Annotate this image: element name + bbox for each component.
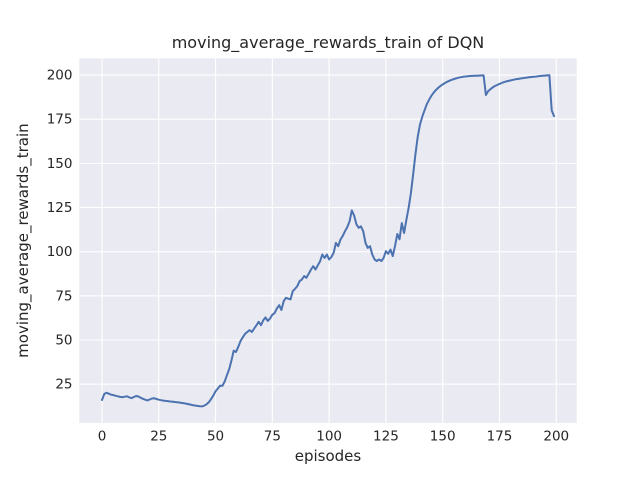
y-tick-labels: 25 50 75 100 125 150 175 200	[47, 68, 73, 393]
y-tick-100: 100	[47, 244, 73, 260]
x-tick-0: 0	[98, 429, 107, 445]
x-tick-175: 175	[487, 429, 513, 445]
y-axis-label: moving_average_rewards_train	[14, 123, 33, 357]
gridlines	[79, 58, 577, 423]
plot-area	[79, 58, 577, 424]
y-tick-150: 150	[47, 156, 73, 172]
x-tick-75: 75	[264, 429, 281, 445]
y-tick-175: 175	[47, 112, 73, 128]
y-tick-50: 50	[55, 332, 72, 348]
x-tick-150: 150	[430, 429, 456, 445]
y-tick-200: 200	[47, 68, 73, 84]
x-tick-50: 50	[207, 429, 224, 445]
x-tick-labels: 0 25 50 75 100 125 150 175 200	[98, 429, 569, 445]
x-tick-200: 200	[543, 429, 569, 445]
y-tick-125: 125	[47, 200, 73, 216]
x-tick-125: 125	[373, 429, 399, 445]
reward-curve	[101, 74, 555, 408]
y-tick-75: 75	[55, 288, 72, 304]
x-tick-100: 100	[316, 429, 342, 445]
x-tick-25: 25	[150, 429, 167, 445]
y-tick-25: 25	[55, 377, 72, 393]
chart-title: moving_average_rewards_train of DQN	[172, 33, 485, 53]
x-axis-label: episodes	[295, 447, 362, 465]
